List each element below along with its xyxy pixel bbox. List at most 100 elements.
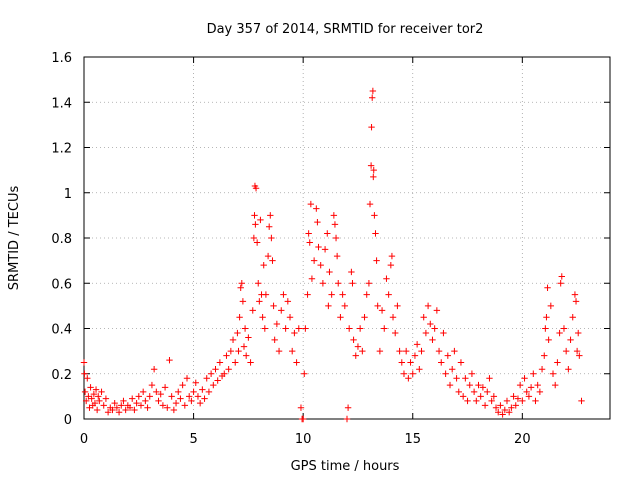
data-point <box>289 347 296 355</box>
data-point <box>328 291 335 298</box>
data-point <box>365 280 373 287</box>
data-point <box>521 375 528 382</box>
data-point <box>424 302 432 310</box>
data-point <box>325 302 332 310</box>
data-point <box>525 393 533 400</box>
data-point <box>223 352 230 359</box>
y-tick-label: 1 <box>64 187 72 202</box>
data-point <box>87 384 94 391</box>
x-tick-label: 15 <box>404 432 421 447</box>
data-point <box>179 381 186 389</box>
data-point <box>343 415 351 423</box>
data-point <box>514 395 522 402</box>
data-point <box>569 313 576 321</box>
data-point <box>210 381 217 389</box>
data-point <box>407 359 414 366</box>
data-point <box>307 200 315 208</box>
data-point <box>286 313 294 321</box>
data-point <box>170 406 178 414</box>
data-point <box>264 252 272 260</box>
data-point <box>442 370 449 377</box>
data-point <box>131 406 138 414</box>
data-point <box>335 280 342 287</box>
data-point <box>455 388 462 396</box>
data-point <box>576 352 583 359</box>
data-point <box>366 200 374 208</box>
data-point <box>252 185 260 192</box>
data-point <box>565 366 572 373</box>
data-point <box>481 402 489 409</box>
data-point <box>459 393 467 400</box>
data-point <box>196 399 204 407</box>
axis-ticks <box>83 56 610 420</box>
data-point <box>319 280 327 287</box>
data-point <box>418 347 425 355</box>
data-point <box>527 384 535 391</box>
data-point <box>203 375 210 382</box>
data-point <box>578 397 585 405</box>
data-point <box>572 298 580 305</box>
data-point <box>201 395 208 402</box>
data-point <box>387 261 395 269</box>
data-point <box>257 216 264 224</box>
data-point <box>252 221 259 228</box>
data-point <box>81 370 88 377</box>
data-point <box>251 212 258 219</box>
data-point <box>431 325 438 332</box>
data-point <box>166 356 173 364</box>
data-point <box>92 386 100 393</box>
data-point <box>291 329 298 337</box>
data-point <box>409 370 416 377</box>
data-point <box>333 252 341 260</box>
data-point <box>420 313 427 321</box>
data-point <box>270 302 277 310</box>
data-point <box>86 404 93 411</box>
data-point <box>427 320 434 328</box>
data-point <box>378 307 386 314</box>
data-point <box>91 399 99 407</box>
data-point <box>488 397 495 405</box>
data-point <box>457 359 465 366</box>
data-point <box>304 291 311 298</box>
data-point <box>90 390 98 398</box>
data-point <box>490 393 498 400</box>
data-point <box>122 406 129 414</box>
data-point <box>560 325 568 332</box>
data-point <box>249 307 256 314</box>
data-point <box>332 234 340 242</box>
data-point <box>212 366 219 373</box>
data-point <box>259 313 266 321</box>
data-point <box>194 393 202 400</box>
data-point <box>133 399 140 407</box>
data-point <box>547 302 555 310</box>
data-point <box>269 257 276 264</box>
data-point <box>225 366 232 373</box>
data-point <box>462 375 469 382</box>
y-tick-label: 0.2 <box>51 368 72 383</box>
data-point <box>188 397 195 405</box>
data-point <box>310 257 318 264</box>
data-point <box>523 388 530 396</box>
data-point <box>120 397 127 405</box>
data-point <box>308 275 316 282</box>
data-point <box>88 395 95 402</box>
data-point <box>341 302 349 310</box>
data-point <box>367 162 375 169</box>
data-point <box>306 239 313 246</box>
y-axis-label: SRMTID / TECUs <box>7 186 22 291</box>
data-point <box>435 347 443 355</box>
data-point <box>534 381 541 389</box>
data-point <box>207 370 215 377</box>
y-tick-label: 0.6 <box>51 277 72 292</box>
y-tick-label: 0.8 <box>51 232 72 247</box>
data-point <box>80 359 88 366</box>
y-tick-label: 0.4 <box>51 323 72 338</box>
data-point <box>549 370 557 377</box>
data-point <box>466 381 473 389</box>
data-point <box>451 347 458 355</box>
data-point <box>510 393 517 400</box>
data-point <box>429 336 436 344</box>
data-point <box>245 334 252 341</box>
data-point <box>359 347 366 355</box>
data-point <box>142 397 149 405</box>
